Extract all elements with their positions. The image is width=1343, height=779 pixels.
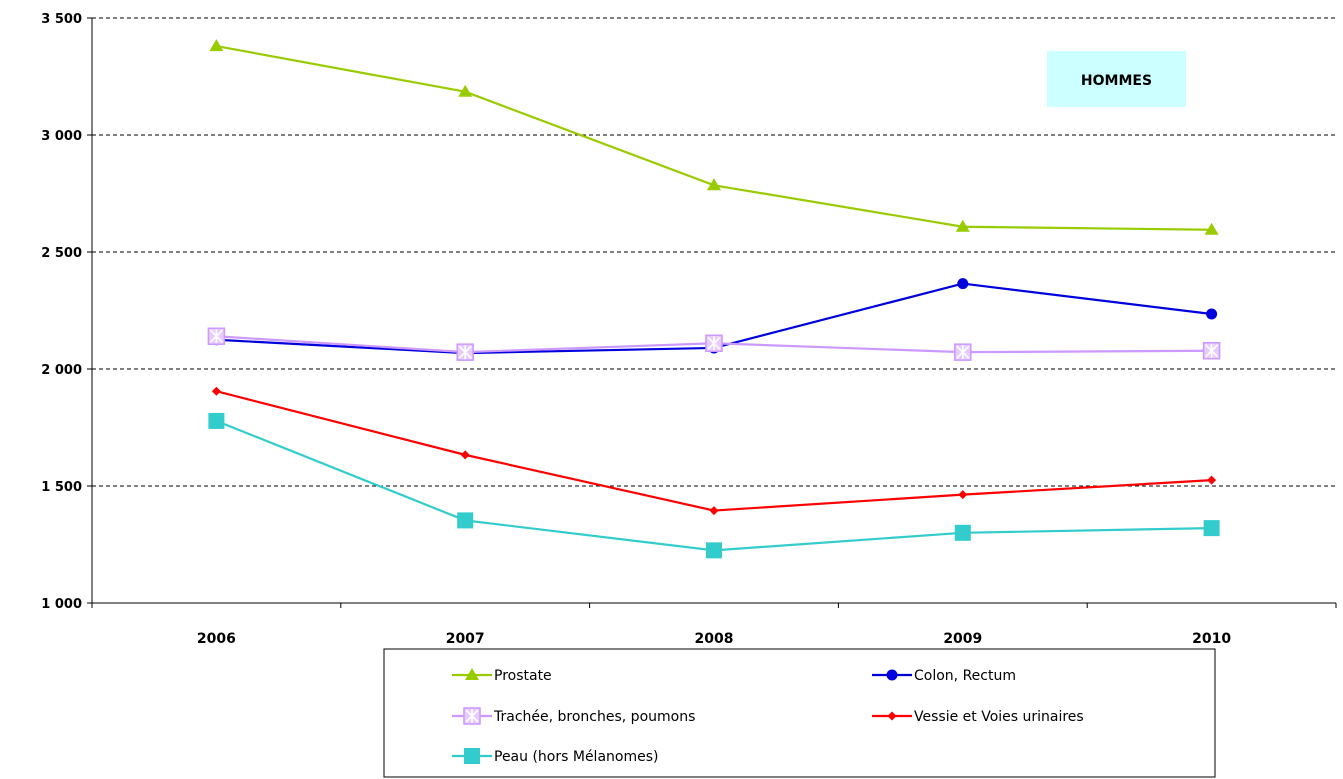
ytick-label: 3 500 [41, 12, 82, 27]
legend-label: Peau (hors Mélanomes) [494, 749, 658, 765]
legend-item: Colon, Rectum [872, 668, 1016, 684]
series-2-point [1202, 341, 1221, 360]
xtick-label: 2009 [943, 631, 982, 647]
annotation-background [1047, 51, 1186, 107]
series-2-point [954, 343, 972, 361]
series-4-point [706, 542, 722, 559]
series-3-point [460, 450, 470, 460]
series-4-point [208, 412, 225, 429]
legend-label: Colon, Rectum [914, 668, 1016, 684]
legend-item: Prostate [452, 668, 552, 684]
series-1-point [957, 278, 969, 290]
series-3-point [709, 506, 719, 516]
legend-marker [887, 711, 897, 721]
legend-marker [886, 669, 898, 681]
series-4-point [1203, 520, 1220, 537]
series-2-point [207, 327, 226, 345]
legend-item: Vessie et Voies urinaires [872, 709, 1084, 725]
ytick-label: 3 000 [41, 129, 82, 144]
legend: Prostate Colon, Rectum Trachée, bronches, … [383, 648, 1216, 778]
series-0-point [955, 219, 970, 232]
series-0-point [209, 39, 224, 52]
legend-frame [383, 648, 1216, 778]
legend-item: Peau (hors Mélanomes) [452, 748, 658, 765]
xtick-label: 2007 [446, 631, 485, 647]
axes: 1 000 1 500 2 000 2 500 3 000 3 500 2006 2007 20… [41, 12, 1337, 647]
ytick-label: 1 000 [41, 597, 82, 612]
xtick-label: 2006 [197, 631, 236, 647]
series-lines [207, 39, 1221, 559]
series-4-point [457, 512, 474, 529]
legend-label: Vessie et Voies urinaires [914, 709, 1084, 725]
legend-marker [463, 707, 481, 725]
ytick-label: 2 000 [41, 363, 82, 378]
series-0-point [458, 84, 473, 97]
xtick-label: 2008 [695, 631, 734, 647]
series-3-point [1207, 475, 1217, 485]
series-0-point [707, 178, 721, 191]
series-3-point [958, 490, 968, 500]
annotation-box: HOMMES [1047, 51, 1186, 107]
xtick-label: 2010 [1192, 631, 1231, 647]
legend-label: Prostate [494, 668, 552, 684]
series-0-point [1204, 222, 1219, 235]
ytick-label: 2 500 [41, 246, 82, 261]
legend-label: Trachée, bronches, poumons [493, 709, 695, 725]
legend-marker [465, 668, 479, 680]
series-2-point [456, 343, 474, 361]
series-1-point [1206, 308, 1218, 320]
legend-marker [464, 748, 480, 764]
annotation-label: HOMMES [1081, 73, 1152, 89]
series-3-point [211, 386, 221, 396]
ytick-label: 1 500 [41, 480, 82, 495]
series-4-point [954, 524, 971, 541]
series-2-point [705, 334, 723, 353]
legend-item: Trachée, bronches, poumons [452, 707, 695, 725]
series-3-line [216, 390, 1212, 512]
